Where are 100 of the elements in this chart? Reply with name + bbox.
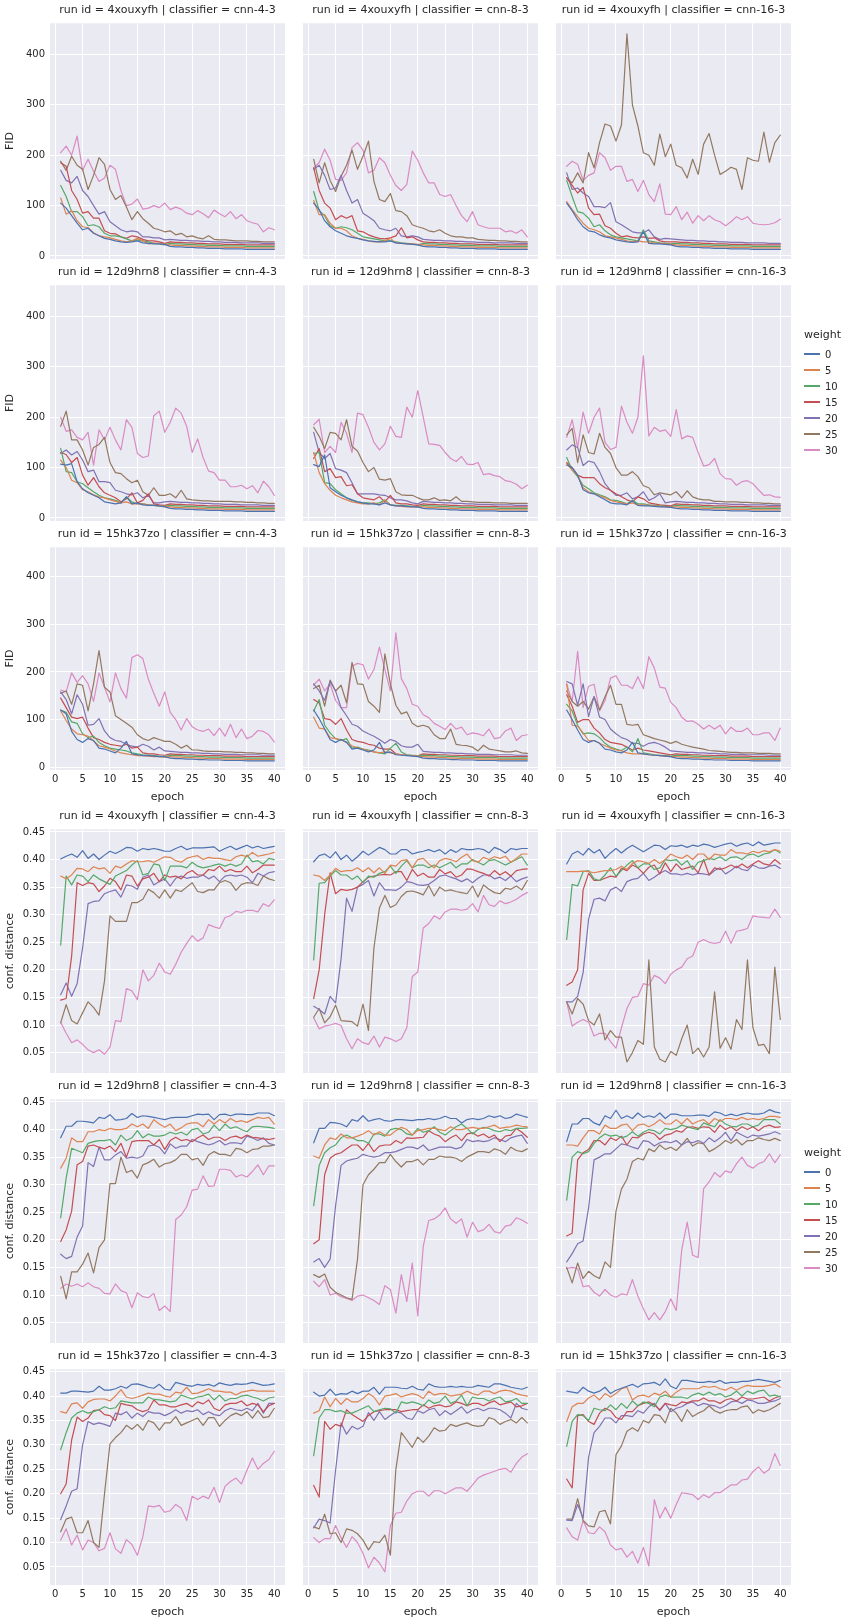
y-tick-label: 0.05: [22, 1560, 45, 1572]
y-tick-label: 0.30: [22, 1178, 45, 1190]
x-tick-label: 20: [411, 772, 425, 784]
y-tick-label: 0.40: [22, 853, 45, 865]
y-tick-label: 0.15: [22, 1261, 45, 1273]
x-tick-label: 20: [158, 1587, 172, 1599]
x-tick-label: 0: [558, 1587, 565, 1599]
chart-title: run id = 4xouxyfh | classifier = cnn-16-3: [561, 3, 786, 17]
legend-label: 10: [825, 380, 838, 392]
x-tick-label: 15: [131, 1587, 144, 1599]
y-tick-label: 0.45: [22, 1095, 45, 1107]
y-tick-label: 100: [25, 199, 45, 211]
x-tick-label: 25: [691, 1587, 705, 1599]
legend-label: 20: [825, 1230, 838, 1242]
x-tick-label: 10: [609, 1587, 623, 1599]
x-tick-label: 30: [466, 1587, 479, 1599]
x-tick-label: 15: [384, 1587, 397, 1599]
x-axis-title: epoch: [150, 1605, 185, 1619]
y-tick-label: 0.40: [22, 1123, 45, 1135]
chart-title: run id = 12d9hrn8 | classifier = cnn-4-3: [58, 265, 277, 279]
x-tick-label: 10: [356, 772, 370, 784]
legend-title: weight: [804, 328, 842, 341]
legend-title: weight: [804, 1146, 842, 1159]
y-tick-label: 0.20: [22, 1487, 45, 1499]
chart-title: run id = 15hk37zo | classifier = cnn-8-3: [310, 527, 531, 541]
chart-title: run id = 12d9hrn8 | classifier = cnn-16-3: [560, 1079, 787, 1093]
y-tick-label: 0.35: [22, 1150, 45, 1162]
x-tick-label: 10: [103, 772, 117, 784]
chart-title: run id = 12d9hrn8 | classifier = cnn-16-3: [560, 265, 787, 279]
chart-title: run id = 12d9hrn8 | classifier = cnn-8-3: [311, 265, 530, 279]
y-tick-label: 0.15: [22, 1511, 45, 1523]
x-tick-label: 35: [746, 1587, 760, 1599]
chart-title: run id = 15hk37zo | classifier = cnn-16-3: [560, 1349, 787, 1363]
y-tick-label: 200: [25, 148, 45, 160]
y-tick-label: 200: [25, 665, 45, 677]
y-tick-label: 0.05: [22, 1316, 45, 1328]
chart-title: run id = 4xouxyfh | classifier = cnn-4-3: [59, 809, 276, 823]
x-tick-label: 5: [585, 772, 592, 784]
x-tick-label: 10: [103, 1587, 117, 1599]
x-axis-title: epoch: [150, 790, 185, 804]
y-tick-label: 0.20: [22, 963, 45, 975]
y-axis-title: conf. distance: [3, 912, 17, 990]
x-tick-label: 40: [520, 772, 534, 784]
chart-title: run id = 4xouxyfh | classifier = cnn-8-3: [312, 809, 529, 823]
legend-label: 0: [825, 348, 832, 360]
chart-title: run id = 15hk37zo | classifier = cnn-8-3: [310, 1349, 531, 1363]
x-tick-label: 20: [411, 1587, 425, 1599]
y-tick-label: 0: [38, 511, 45, 523]
x-tick-label: 5: [332, 1587, 339, 1599]
x-tick-label: 5: [585, 1587, 592, 1599]
x-tick-label: 15: [637, 772, 650, 784]
x-tick-label: 25: [185, 1587, 199, 1599]
y-tick-label: 0.10: [22, 1018, 45, 1030]
x-tick-label: 30: [213, 1587, 226, 1599]
legend-label: 10: [825, 1198, 838, 1210]
y-tick-label: 0.40: [22, 1389, 45, 1401]
y-tick-label: 0.10: [22, 1288, 45, 1300]
legend-label: 30: [825, 1262, 838, 1274]
x-tick-label: 35: [746, 772, 760, 784]
x-tick-label: 20: [158, 772, 172, 784]
x-tick-label: 35: [493, 1587, 507, 1599]
chart-title: run id = 15hk37zo | classifier = cnn-4-3: [57, 527, 278, 541]
x-tick-label: 15: [637, 1587, 650, 1599]
y-tick-label: 300: [25, 617, 45, 629]
x-tick-label: 25: [691, 772, 705, 784]
y-tick-label: 0.35: [22, 1414, 45, 1426]
y-axis-title: conf. distance: [3, 1182, 17, 1260]
y-axis-title: FID: [3, 132, 17, 151]
x-tick-label: 40: [267, 772, 281, 784]
chart-title: run id = 4xouxyfh | classifier = cnn-4-3: [59, 3, 276, 17]
x-tick-label: 10: [609, 772, 623, 784]
y-tick-label: 0.10: [22, 1536, 45, 1548]
x-tick-label: 0: [558, 772, 565, 784]
y-tick-label: 400: [25, 310, 45, 322]
x-tick-label: 35: [240, 772, 254, 784]
x-tick-label: 40: [267, 1587, 281, 1599]
y-tick-label: 0.05: [22, 1046, 45, 1058]
legend-label: 5: [825, 364, 832, 376]
chart-title: run id = 15hk37zo | classifier = cnn-16-3: [560, 527, 787, 541]
x-tick-label: 20: [664, 1587, 678, 1599]
y-tick-label: 0.45: [22, 1365, 45, 1377]
y-tick-label: 0.25: [22, 1205, 45, 1217]
legend-label: 15: [825, 1214, 838, 1226]
legend-label: 30: [825, 444, 838, 456]
x-tick-label: 0: [305, 1587, 312, 1599]
y-tick-label: 0.25: [22, 935, 45, 947]
y-axis-title: conf. distance: [3, 1438, 17, 1516]
x-axis-title: epoch: [656, 790, 691, 804]
x-tick-label: 35: [493, 772, 507, 784]
x-tick-label: 20: [664, 772, 678, 784]
legend-label: 5: [825, 1182, 832, 1194]
y-tick-label: 0.35: [22, 880, 45, 892]
x-tick-label: 30: [466, 772, 479, 784]
y-axis-title: FID: [3, 394, 17, 413]
chart-title: run id = 4xouxyfh | classifier = cnn-8-3: [312, 3, 529, 17]
x-tick-label: 15: [131, 772, 144, 784]
x-tick-label: 5: [79, 1587, 86, 1599]
x-axis-title: epoch: [403, 1605, 438, 1619]
y-tick-label: 300: [25, 98, 45, 110]
x-tick-label: 25: [438, 1587, 452, 1599]
